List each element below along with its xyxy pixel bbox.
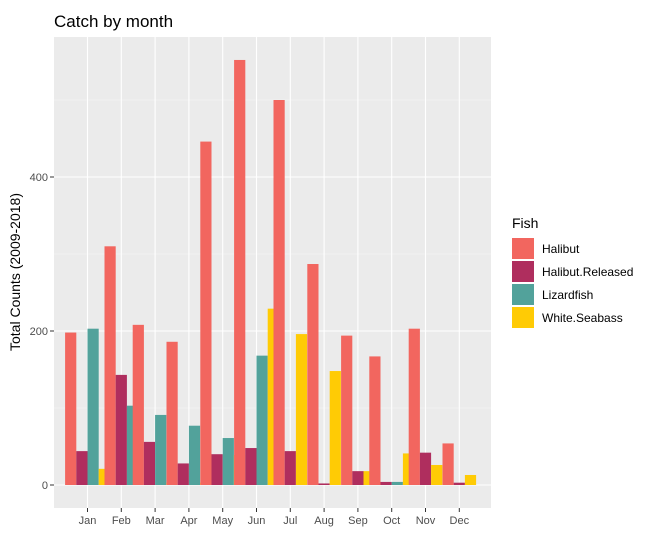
bar-halibut-jun (234, 59, 246, 486)
bar-white-seabass-jun (267, 308, 279, 485)
legend-key (512, 238, 534, 259)
x-tick-label: May (212, 515, 233, 527)
x-tick-label: Oct (383, 515, 400, 527)
bar-halibut-may (200, 141, 212, 485)
bar-lizardfish-feb (126, 405, 139, 485)
bar-halibut-mar (132, 324, 144, 485)
legend-label: Halibut.Released (542, 264, 634, 279)
x-tick-label: Nov (416, 515, 436, 527)
bar-halibut-released-apr (177, 463, 189, 485)
x-tick-label: Apr (180, 515, 197, 527)
bar-white-seabass-dec (464, 474, 477, 485)
x-tick-label: Mar (146, 515, 165, 527)
x-tick-label: Feb (112, 515, 131, 527)
bar-halibut-nov (408, 328, 420, 485)
legend-label: Halibut (542, 241, 580, 256)
bar-halibut-dec (442, 443, 454, 485)
x-axis: Jan Feb Mar Apr May Jun Jul Aug Sep Oct Nov Dec (79, 508, 470, 527)
x-tick-label: Dec (450, 515, 470, 527)
bar-halibut-aug (307, 264, 319, 485)
bar-white-seabass-oct (402, 453, 415, 485)
bars (65, 59, 477, 486)
bar-white-seabass-jul (295, 334, 308, 485)
bar-halibut-jan (65, 332, 77, 485)
legend-item: Halibut.Released (512, 260, 633, 283)
x-tick-label: Jun (248, 515, 266, 527)
bar-halibut-released-jul (284, 451, 296, 485)
bar-white-seabass-jan (98, 468, 110, 485)
y-axis: 0 200 400 (30, 172, 54, 492)
bar-lizardfish-jun (256, 355, 268, 485)
legend-item: Lizardfish (512, 283, 633, 306)
bar-halibut-released-jan (76, 451, 88, 485)
bar-halibut-apr (166, 341, 178, 485)
legend-key (512, 307, 534, 328)
x-tick-label: Jan (79, 515, 97, 527)
bar-lizardfish-jan (87, 328, 99, 485)
bar-halibut-released-jun (245, 448, 257, 485)
legend-item: Halibut (512, 237, 633, 260)
bar-halibut-released-may (211, 454, 223, 485)
bar-halibut-oct (369, 356, 381, 485)
bar-lizardfish-oct (391, 481, 403, 485)
bar-lizardfish-mar (155, 414, 167, 485)
bar-lizardfish-apr (188, 425, 201, 485)
x-tick-label: Jul (283, 515, 297, 527)
x-tick-label: Sep (348, 515, 368, 527)
bar-halibut-released-feb (115, 374, 127, 485)
bar-halibut-released-dec (453, 482, 465, 485)
y-axis-label: Total Counts (2009-2018) (7, 193, 23, 351)
y-tick-label: 400 (30, 172, 48, 184)
bar-halibut-released-mar (143, 441, 156, 485)
legend-label: Lizardfish (542, 287, 594, 302)
bar-white-seabass-aug (329, 371, 341, 485)
legend-item: White.Seabass (512, 306, 633, 329)
bar-halibut-feb (104, 246, 116, 485)
legend-key (512, 284, 534, 305)
bar-halibut-released-sep (352, 471, 364, 485)
bar-halibut-released-oct (380, 481, 392, 485)
legend-key (512, 261, 534, 282)
legend-title: Fish (512, 215, 539, 231)
legend-label: White.Seabass (542, 310, 623, 325)
bar-lizardfish-may (222, 438, 234, 485)
bar-white-seabass-nov (431, 464, 443, 485)
bar-halibut-sep (341, 335, 353, 485)
bar-white-seabass-sep (363, 471, 375, 485)
chart-title: Catch by month (54, 12, 174, 31)
legend: Fish Halibut Halibut.Released Lizardfish Wh… (512, 215, 633, 329)
y-tick-label: 200 (30, 326, 48, 338)
bar-halibut-released-nov (419, 452, 432, 485)
bar-halibut-released-aug (318, 483, 330, 485)
y-tick-label: 0 (42, 480, 48, 492)
x-tick-label: Aug (314, 515, 334, 527)
bar-halibut-jul (273, 100, 285, 485)
